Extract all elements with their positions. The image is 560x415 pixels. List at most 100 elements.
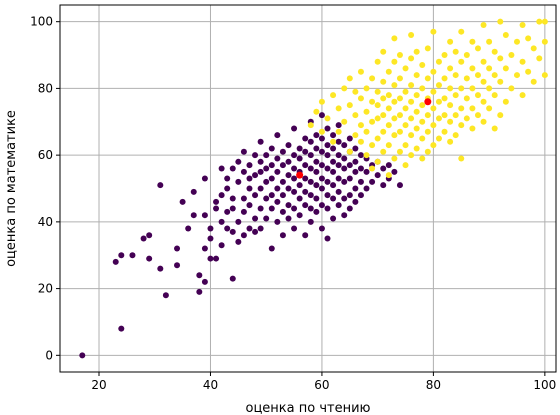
data-point-cluster-low: [263, 195, 270, 202]
data-point-cluster-low: [268, 162, 275, 169]
data-point-cluster-low: [235, 158, 242, 165]
data-point-cluster-low: [240, 195, 247, 202]
data-point-cluster-high: [486, 38, 493, 45]
data-point-cluster-low: [324, 192, 331, 199]
data-point-cluster-high: [408, 32, 415, 39]
data-point-cluster-low: [357, 152, 364, 159]
data-point-cluster-low: [263, 152, 270, 159]
data-point-cluster-low: [330, 145, 337, 152]
data-point-cluster-high: [396, 95, 403, 102]
data-point-cluster-low: [285, 142, 292, 149]
data-point-cluster-high: [330, 92, 337, 99]
data-point-cluster-low: [341, 155, 348, 162]
data-point-cluster-low: [274, 185, 281, 192]
data-point-cluster-high: [380, 148, 387, 155]
data-point-cluster-low: [252, 215, 259, 222]
data-point-cluster-high: [469, 125, 476, 132]
data-point-cluster-low: [335, 138, 342, 145]
data-point-cluster-high: [357, 122, 364, 129]
data-point-cluster-high: [385, 92, 392, 99]
data-point-cluster-low: [279, 148, 286, 155]
data-point-cluster-low: [263, 178, 270, 185]
data-point-cluster-low: [352, 198, 359, 205]
data-point-cluster-high: [508, 85, 515, 92]
data-point-cluster-low: [341, 195, 348, 202]
data-point-cluster-low: [391, 168, 398, 175]
data-point-cluster-low: [335, 188, 342, 195]
data-point-cluster-low: [240, 168, 247, 175]
data-point-cluster-low: [352, 168, 359, 175]
data-point-cluster-high: [408, 55, 415, 62]
data-point-cluster-high: [435, 58, 442, 65]
data-point-cluster-high: [413, 145, 420, 152]
data-point-cluster-high: [447, 118, 454, 125]
data-point-cluster-low: [263, 165, 270, 172]
data-point-cluster-high: [441, 75, 448, 82]
data-point-cluster-low: [291, 152, 298, 159]
data-point-cluster-low: [313, 195, 320, 202]
data-point-cluster-high: [497, 112, 504, 119]
data-point-cluster-low: [346, 192, 353, 199]
data-point-cluster-low: [330, 215, 337, 222]
data-point-cluster-low: [318, 175, 325, 182]
data-point-cluster-low: [302, 162, 309, 169]
data-point-cluster-high: [430, 105, 437, 112]
data-point-cluster-high: [385, 68, 392, 75]
data-point-cluster-low: [380, 182, 387, 189]
data-point-cluster-low: [385, 162, 392, 169]
data-point-cluster-low: [396, 182, 403, 189]
data-point-cluster-low: [296, 195, 303, 202]
plot-area-frame: [59, 4, 557, 373]
data-point-cluster-high: [536, 18, 543, 25]
axis-ticks: 20 40 60 80 100 0 20 40 60 80 100: [30, 15, 556, 392]
data-point-cluster-low: [218, 218, 225, 225]
data-point-cluster-low: [279, 208, 286, 215]
data-point-cluster-low: [252, 228, 259, 235]
data-point-cluster-low: [357, 165, 364, 172]
data-point-cluster-low: [324, 165, 331, 172]
data-point-cluster-low: [268, 192, 275, 199]
data-point-cluster-low: [313, 145, 320, 152]
data-point-cluster-high: [318, 98, 325, 105]
data-point-cluster-high: [402, 122, 409, 129]
data-point-cluster-low: [129, 252, 136, 259]
data-point-cluster-low: [302, 175, 309, 182]
data-point-cluster-high: [369, 98, 376, 105]
data-point-cluster-high: [480, 98, 487, 105]
data-point-cluster-high: [452, 132, 459, 139]
data-point-cluster-low: [341, 178, 348, 185]
data-point-cluster-low: [380, 165, 387, 172]
data-point-cluster-low: [318, 148, 325, 155]
data-point-cluster-low: [224, 225, 231, 232]
data-point-cluster-high: [413, 92, 420, 99]
data-point-cluster-high: [424, 75, 431, 82]
data-point-cluster-high: [458, 105, 465, 112]
data-point-cluster-high: [452, 92, 459, 99]
data-point-cluster-low: [246, 225, 253, 232]
data-point-cluster-low: [201, 212, 208, 219]
data-point-cluster-high: [469, 105, 476, 112]
data-point-cluster-low: [146, 232, 153, 239]
data-point-cluster-low: [352, 145, 359, 152]
data-point-cluster-low: [346, 135, 353, 142]
data-point-cluster-high: [391, 155, 398, 162]
data-point-cluster-low: [363, 168, 370, 175]
data-points: [79, 18, 548, 359]
data-point-cluster-low: [268, 205, 275, 212]
data-point-cluster-high: [352, 132, 359, 139]
data-point-cluster-high: [374, 58, 381, 65]
data-point-cluster-high: [318, 128, 325, 135]
data-point-cluster-high: [519, 22, 526, 29]
data-point-cluster-high: [491, 92, 498, 99]
data-point-cluster-high: [424, 45, 431, 52]
data-point-cluster-low: [252, 172, 259, 179]
data-point-cluster-low: [274, 218, 281, 225]
data-point-cluster-low: [246, 162, 253, 169]
data-point-cluster-low: [357, 192, 364, 199]
data-point-cluster-high: [486, 65, 493, 72]
data-point-cluster-high: [441, 128, 448, 135]
data-point-cluster-high: [391, 58, 398, 65]
data-point-cluster-low: [179, 198, 186, 205]
data-point-cluster-high: [480, 58, 487, 65]
data-point-cluster-low: [240, 148, 247, 155]
